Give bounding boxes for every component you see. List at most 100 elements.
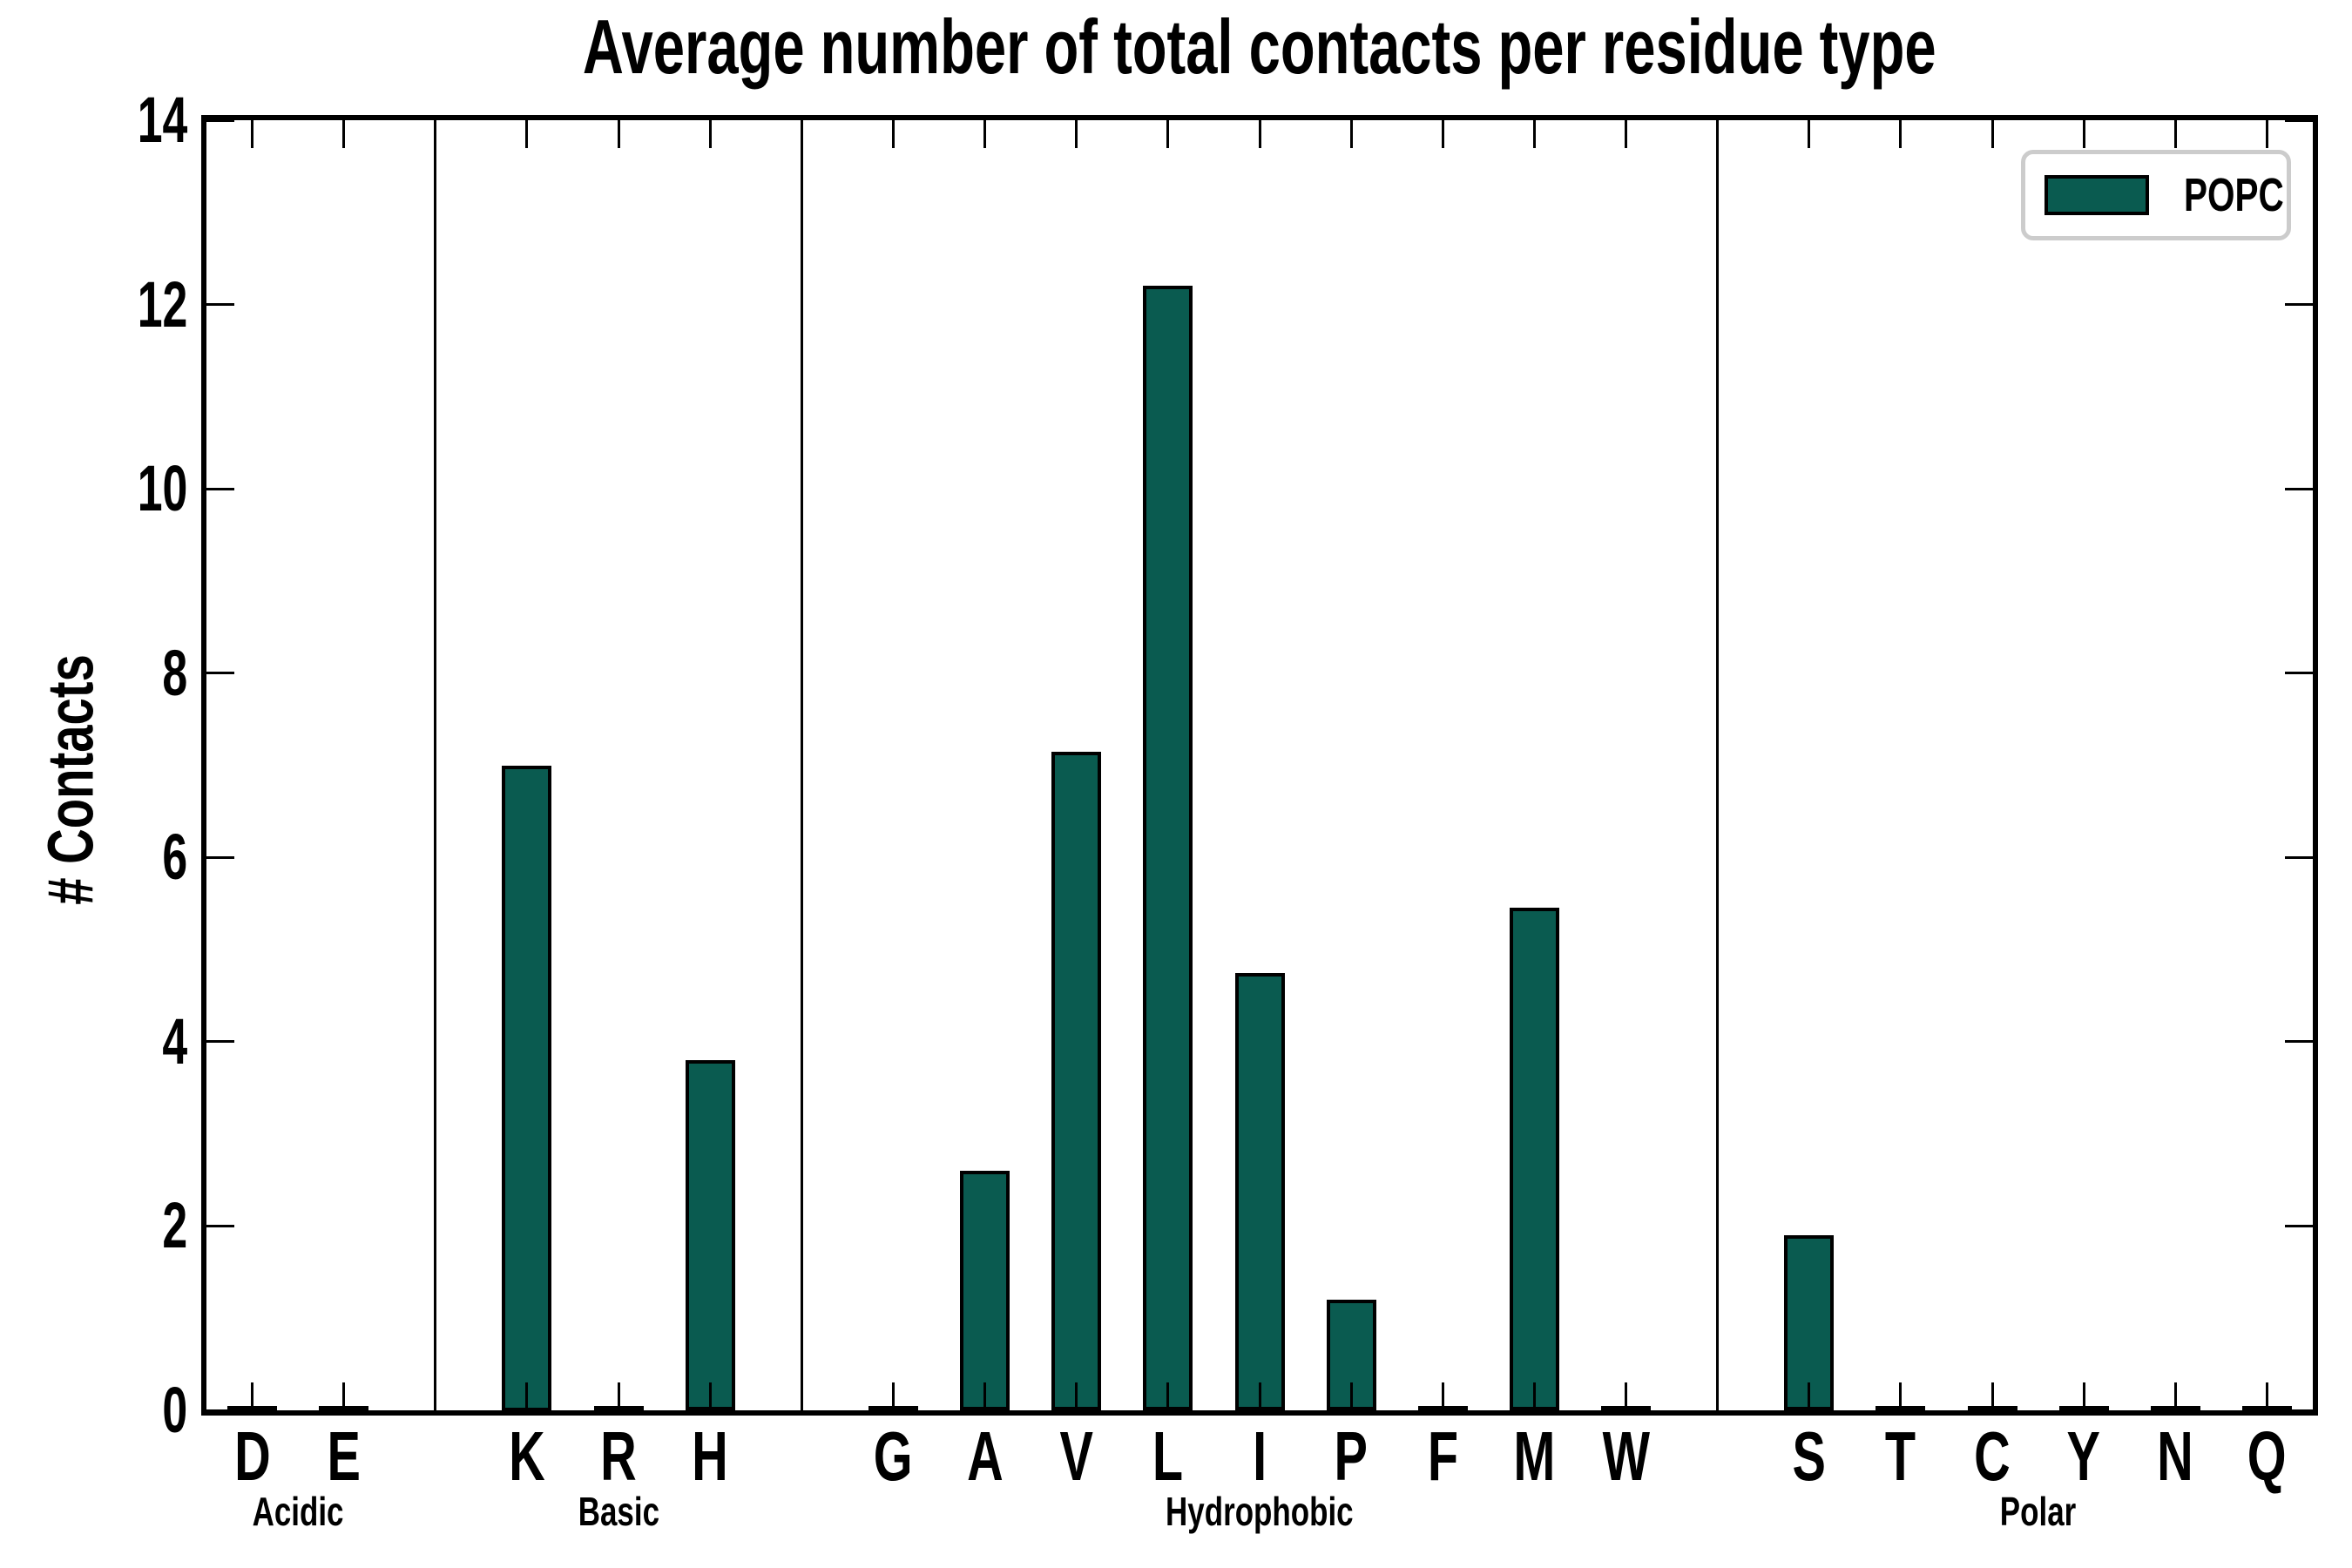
- x-tick-top-F: [1441, 120, 1444, 148]
- x-tick-bottom-I: [1258, 1382, 1261, 1410]
- y-tick-left-2: [206, 1224, 234, 1227]
- y-tick-right-10: [2285, 487, 2313, 490]
- group-separator: [434, 120, 437, 1410]
- x-tick-bottom-M: [1532, 1382, 1536, 1410]
- x-tick-bottom-C: [1990, 1382, 1994, 1410]
- x-tick-top-A: [983, 120, 987, 148]
- bar-M: [1509, 908, 1559, 1411]
- x-tick-top-S: [1808, 120, 1811, 148]
- bar-V: [1051, 751, 1102, 1410]
- y-tick-right-2: [2285, 1224, 2313, 1227]
- x-label-A: A: [966, 1417, 1004, 1495]
- x-label-R: R: [600, 1417, 637, 1495]
- x-tick-bottom-S: [1808, 1382, 1811, 1410]
- x-tick-top-V: [1075, 120, 1078, 148]
- bar-A: [960, 1170, 1010, 1410]
- y-tick-right-4: [2285, 1040, 2313, 1044]
- x-label-L: L: [1152, 1417, 1184, 1495]
- x-tick-top-N: [2173, 120, 2177, 148]
- x-label-G: G: [874, 1417, 913, 1495]
- x-label-N: N: [2157, 1417, 2194, 1495]
- x-tick-bottom-W: [1625, 1382, 1628, 1410]
- x-tick-bottom-D: [251, 1382, 254, 1410]
- x-label-W: W: [1602, 1417, 1650, 1495]
- legend-swatch-popc: [2044, 175, 2149, 215]
- x-tick-bottom-E: [342, 1382, 346, 1410]
- group-label-acidic: Acidic: [252, 1489, 344, 1534]
- x-tick-top-R: [617, 120, 620, 148]
- y-tick-label-10: 10: [137, 452, 187, 525]
- y-tick-label-2: 2: [162, 1189, 187, 1262]
- x-tick-bottom-Y: [2082, 1382, 2085, 1410]
- x-label-S: S: [1792, 1417, 1826, 1495]
- x-label-H: H: [692, 1417, 729, 1495]
- y-tick-label-0: 0: [162, 1374, 187, 1446]
- bar-H: [685, 1060, 735, 1410]
- bar-I: [1234, 972, 1285, 1410]
- x-label-Q: Q: [2247, 1417, 2287, 1495]
- x-label-C: C: [1974, 1417, 2011, 1495]
- x-tick-top-K: [525, 120, 529, 148]
- y-tick-left-14: [206, 118, 234, 122]
- y-tick-label-12: 12: [137, 267, 187, 341]
- x-label-T: T: [1885, 1417, 1916, 1495]
- y-tick-right-14: [2285, 118, 2313, 122]
- x-tick-bottom-N: [2173, 1382, 2177, 1410]
- x-tick-top-C: [1990, 120, 1994, 148]
- x-tick-top-W: [1625, 120, 1628, 148]
- x-tick-top-Y: [2082, 120, 2085, 148]
- x-tick-top-E: [342, 120, 346, 148]
- y-tick-left-12: [206, 303, 234, 307]
- bar-K: [502, 765, 552, 1411]
- x-tick-top-Q: [2265, 120, 2268, 148]
- legend: POPC: [2021, 150, 2291, 240]
- x-tick-top-G: [891, 120, 895, 148]
- chart-title: Average number of total contacts per res…: [206, 3, 2313, 90]
- y-tick-left-0: [206, 1409, 234, 1412]
- group-label-polar: Polar: [1999, 1489, 2077, 1534]
- y-tick-right-6: [2285, 855, 2313, 859]
- chart-title-text: Average number of total contacts per res…: [583, 3, 1936, 90]
- group-label-basic: Basic: [578, 1489, 659, 1534]
- x-tick-top-L: [1166, 120, 1170, 148]
- x-tick-top-H: [708, 120, 712, 148]
- y-tick-left-8: [206, 672, 234, 675]
- x-tick-top-I: [1258, 120, 1261, 148]
- x-tick-bottom-A: [983, 1382, 987, 1410]
- x-tick-bottom-Q: [2265, 1382, 2268, 1410]
- y-tick-label-8: 8: [162, 636, 187, 709]
- y-tick-right-0: [2285, 1409, 2313, 1412]
- x-tick-bottom-F: [1441, 1382, 1444, 1410]
- y-tick-label-6: 6: [162, 821, 187, 894]
- x-tick-bottom-L: [1166, 1382, 1170, 1410]
- y-tick-left-6: [206, 855, 234, 859]
- x-tick-bottom-R: [617, 1382, 620, 1410]
- x-tick-top-M: [1532, 120, 1536, 148]
- bar-L: [1143, 286, 1193, 1411]
- x-tick-top-T: [1899, 120, 1903, 148]
- x-tick-top-P: [1349, 120, 1353, 148]
- y-tick-left-10: [206, 487, 234, 490]
- x-label-F: F: [1427, 1417, 1458, 1495]
- y-tick-label-14: 14: [137, 84, 187, 156]
- x-label-Y: Y: [2066, 1417, 2101, 1495]
- x-label-D: D: [233, 1417, 271, 1495]
- x-label-I: I: [1252, 1417, 1267, 1495]
- x-tick-bottom-K: [525, 1382, 529, 1410]
- x-tick-top-D: [251, 120, 254, 148]
- y-tick-left-4: [206, 1040, 234, 1044]
- y-tick-right-8: [2285, 672, 2313, 675]
- x-label-K: K: [509, 1417, 545, 1495]
- x-tick-bottom-V: [1075, 1382, 1078, 1410]
- x-tick-bottom-H: [708, 1382, 712, 1410]
- x-tick-bottom-P: [1349, 1382, 1353, 1410]
- x-label-M: M: [1513, 1417, 1556, 1495]
- group-label-hydrophobic: Hydrophobic: [1166, 1489, 1354, 1534]
- y-tick-right-12: [2285, 303, 2313, 307]
- bar-S: [1784, 1235, 1835, 1410]
- x-tick-bottom-T: [1899, 1382, 1903, 1410]
- y-tick-label-4: 4: [162, 1004, 187, 1078]
- legend-label: POPC: [2184, 169, 2284, 221]
- group-separator: [1716, 120, 1720, 1410]
